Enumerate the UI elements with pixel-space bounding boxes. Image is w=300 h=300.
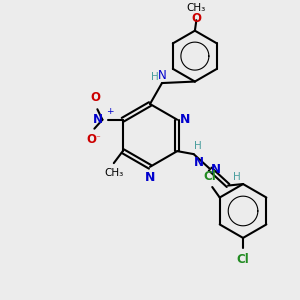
- Text: +: +: [106, 107, 114, 116]
- Text: H: H: [151, 72, 158, 82]
- Text: O: O: [86, 133, 96, 146]
- Text: N: N: [145, 171, 155, 184]
- Text: Cl: Cl: [237, 254, 249, 266]
- Text: N: N: [158, 69, 166, 82]
- Text: O: O: [191, 12, 201, 25]
- Text: CH₃: CH₃: [187, 3, 206, 13]
- Text: CH₃: CH₃: [104, 168, 123, 178]
- Text: N: N: [194, 156, 204, 169]
- Text: H: H: [194, 140, 202, 151]
- Text: N: N: [211, 163, 221, 176]
- Text: H: H: [232, 172, 240, 182]
- Text: Cl: Cl: [204, 170, 217, 183]
- Text: ⁻: ⁻: [95, 134, 100, 143]
- Text: N: N: [92, 113, 102, 126]
- Text: N: N: [180, 113, 190, 126]
- Text: O: O: [90, 91, 100, 104]
